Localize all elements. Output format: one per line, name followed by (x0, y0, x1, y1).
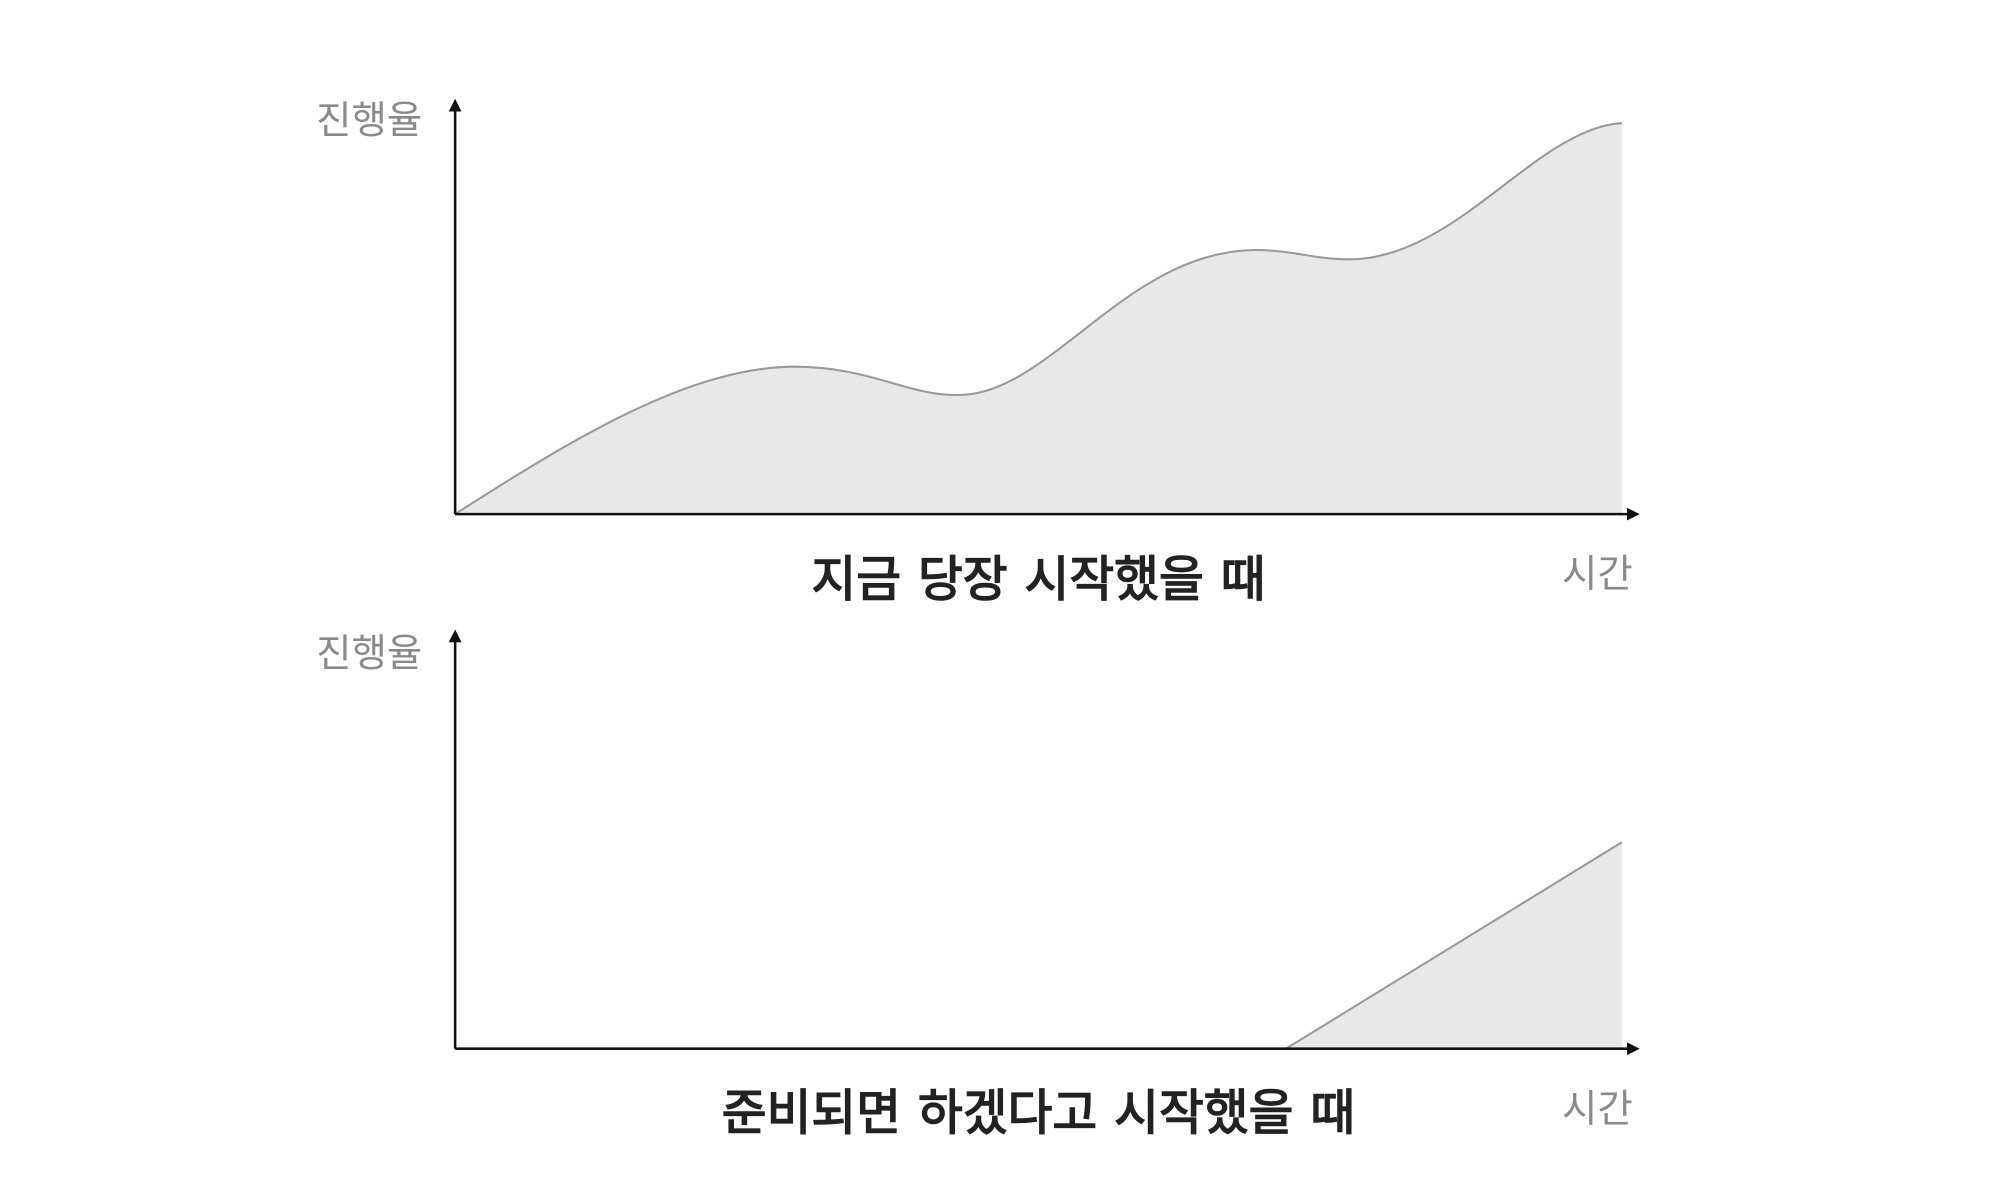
progress-curve (454, 122, 1622, 515)
chart-later: 진행율 시간 준비되면 하겠다고 시작했을 때 (316, 629, 1640, 1141)
progress-area (455, 123, 1622, 515)
chart-now: 진행율 시간 지금 당장 시작했을 때 (316, 98, 1640, 608)
caption: 지금 당장 시작했을 때 (811, 552, 1265, 608)
y-label: 진행율 (316, 98, 422, 143)
progress-curve (1285, 841, 1623, 1050)
caption: 준비되면 하겠다고 시작했을 때 (722, 1085, 1355, 1141)
x-label: 시간 (1562, 552, 1633, 597)
y-label: 진행율 (316, 632, 422, 677)
x-label: 시간 (1562, 1087, 1633, 1132)
